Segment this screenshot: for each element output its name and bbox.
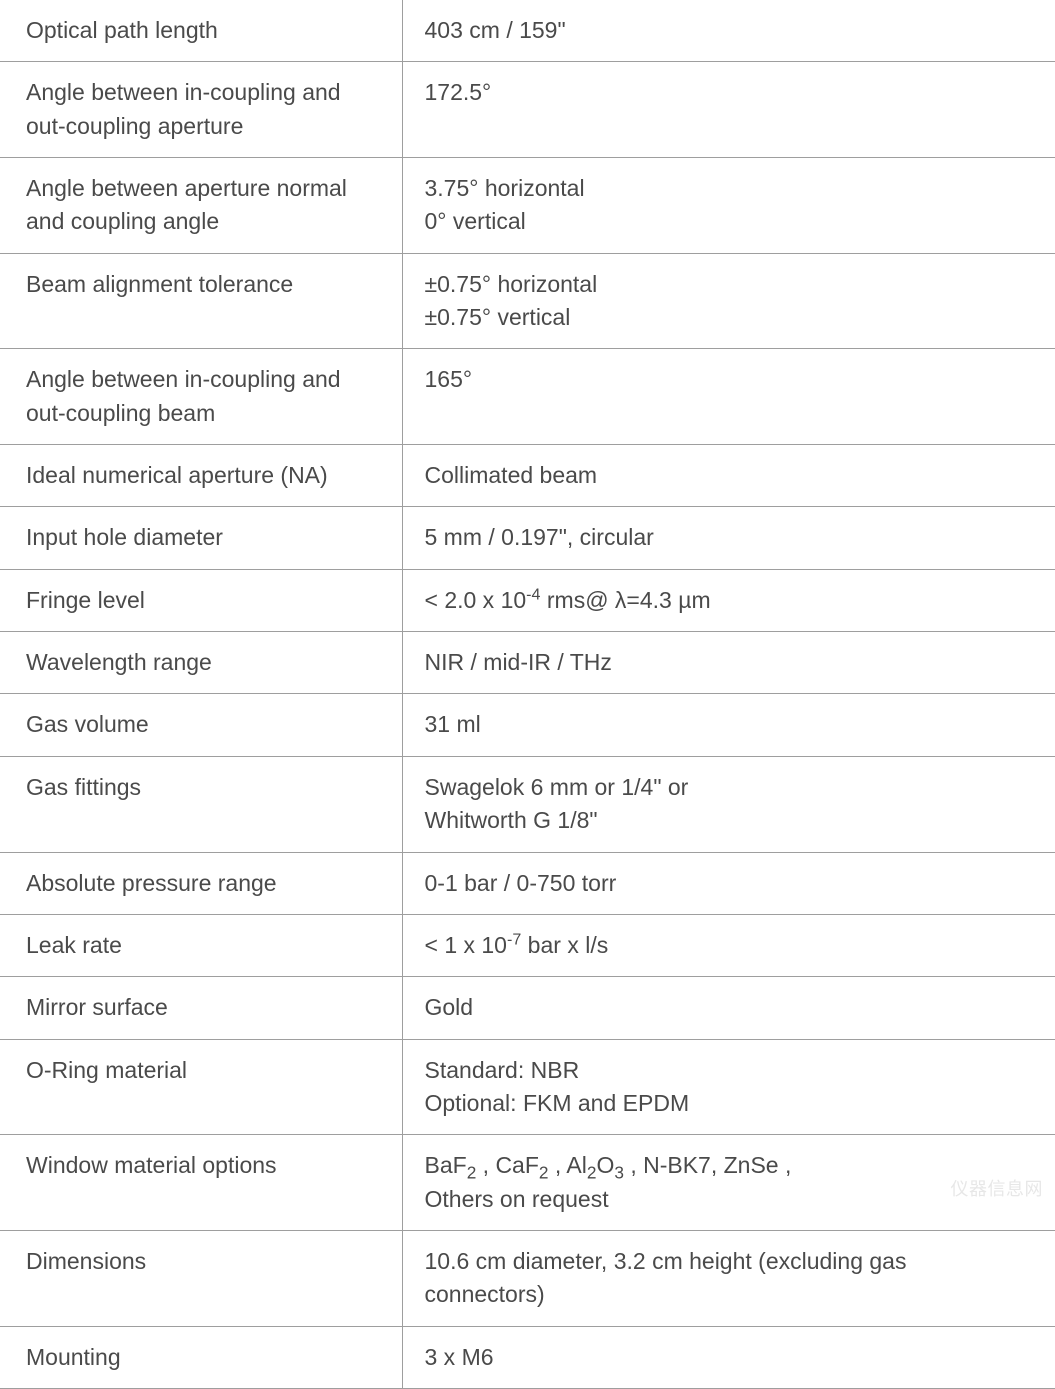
spec-value: < 2.0 x 10-4 rms@ λ=4.3 µm	[402, 569, 1055, 631]
specifications-table: Optical path length403 cm / 159"Angle be…	[0, 0, 1055, 1389]
table-row: Ideal numerical aperture (NA)Collimated …	[0, 445, 1055, 507]
table-row: Leak rate< 1 x 10-7 bar x l/s	[0, 914, 1055, 976]
table-row: Gas volume31 ml	[0, 694, 1055, 756]
spec-value: 3 x M6	[402, 1326, 1055, 1388]
spec-label: Gas fittings	[0, 756, 402, 852]
spec-value: Standard: NBROptional: FKM and EPDM	[402, 1039, 1055, 1135]
spec-value: 172.5°	[402, 62, 1055, 158]
table-row: Dimensions10.6 cm diameter, 3.2 cm heigh…	[0, 1230, 1055, 1326]
spec-label: Angle between aperture normal and coupli…	[0, 158, 402, 254]
spec-label: Window material options	[0, 1135, 402, 1231]
spec-value: Collimated beam	[402, 445, 1055, 507]
spec-label: Absolute pressure range	[0, 852, 402, 914]
table-row: Input hole diameter5 mm / 0.197", circul…	[0, 507, 1055, 569]
table-body: Optical path length403 cm / 159"Angle be…	[0, 0, 1055, 1388]
spec-value: 5 mm / 0.197", circular	[402, 507, 1055, 569]
spec-value: ±0.75° horizontal±0.75° vertical	[402, 253, 1055, 349]
spec-label: Fringe level	[0, 569, 402, 631]
spec-value: 403 cm / 159"	[402, 0, 1055, 62]
spec-value: 10.6 cm diameter, 3.2 cm height (excludi…	[402, 1230, 1055, 1326]
spec-label: Angle between in-coupling and out-coupli…	[0, 62, 402, 158]
spec-label: Mounting	[0, 1326, 402, 1388]
table-row: Mirror surfaceGold	[0, 977, 1055, 1039]
spec-label: Input hole diameter	[0, 507, 402, 569]
spec-value: NIR / mid-IR / THz	[402, 632, 1055, 694]
spec-label: Wavelength range	[0, 632, 402, 694]
table-row: Absolute pressure range0-1 bar / 0-750 t…	[0, 852, 1055, 914]
table-row: O-Ring materialStandard: NBROptional: FK…	[0, 1039, 1055, 1135]
table-row: Wavelength rangeNIR / mid-IR / THz	[0, 632, 1055, 694]
table-row: Mounting3 x M6	[0, 1326, 1055, 1388]
table-row: Beam alignment tolerance±0.75° horizonta…	[0, 253, 1055, 349]
spec-value: 165°	[402, 349, 1055, 445]
table-row: Angle between in-coupling and out-coupli…	[0, 62, 1055, 158]
spec-label: Leak rate	[0, 914, 402, 976]
spec-label: Optical path length	[0, 0, 402, 62]
table-row: Gas fittingsSwagelok 6 mm or 1/4" orWhit…	[0, 756, 1055, 852]
spec-label: Dimensions	[0, 1230, 402, 1326]
spec-value: Gold	[402, 977, 1055, 1039]
spec-value: Swagelok 6 mm or 1/4" orWhitworth G 1/8"	[402, 756, 1055, 852]
spec-label: Gas volume	[0, 694, 402, 756]
spec-label: O-Ring material	[0, 1039, 402, 1135]
table-row: Fringe level< 2.0 x 10-4 rms@ λ=4.3 µm	[0, 569, 1055, 631]
table-row: Window material optionsBaF2 , CaF2 , Al2…	[0, 1135, 1055, 1231]
spec-label: Mirror surface	[0, 977, 402, 1039]
spec-value: < 1 x 10-7 bar x l/s	[402, 914, 1055, 976]
spec-label: Angle between in-coupling and out-coupli…	[0, 349, 402, 445]
table-row: Angle between in-coupling and out-coupli…	[0, 349, 1055, 445]
spec-value: 0-1 bar / 0-750 torr	[402, 852, 1055, 914]
table-row: Optical path length403 cm / 159"	[0, 0, 1055, 62]
watermark-text: 仪器信息网	[951, 1175, 1044, 1201]
table-row: Angle between aperture normal and coupli…	[0, 158, 1055, 254]
spec-value: 3.75° horizontal0° vertical	[402, 158, 1055, 254]
spec-label: Beam alignment tolerance	[0, 253, 402, 349]
spec-label: Ideal numerical aperture (NA)	[0, 445, 402, 507]
spec-value: 31 ml	[402, 694, 1055, 756]
